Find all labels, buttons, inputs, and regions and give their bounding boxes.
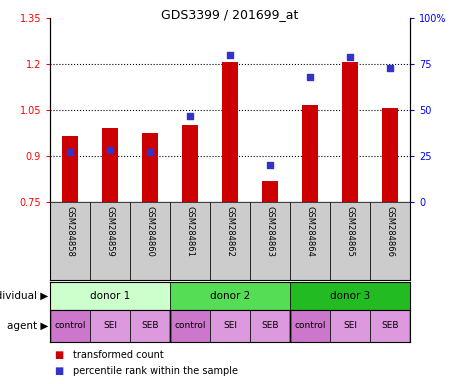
- Bar: [50, 310, 90, 342]
- Bar: [130, 202, 170, 280]
- Text: GSM284861: GSM284861: [185, 206, 194, 257]
- Point: [66, 149, 73, 156]
- Point: [146, 149, 153, 156]
- Text: GSM284864: GSM284864: [305, 206, 314, 257]
- Bar: [170, 310, 210, 342]
- Bar: [329, 310, 369, 342]
- Text: GSM284859: GSM284859: [105, 206, 114, 257]
- Text: ■: ■: [55, 366, 64, 376]
- Bar: [210, 202, 249, 280]
- Bar: [62, 136, 78, 202]
- Text: SEB: SEB: [141, 321, 158, 331]
- Text: SEB: SEB: [261, 321, 278, 331]
- Text: transformed count: transformed count: [73, 350, 163, 360]
- Bar: [90, 310, 130, 342]
- Bar: [170, 282, 289, 310]
- Text: SEI: SEI: [103, 321, 117, 331]
- Bar: [329, 202, 369, 280]
- Bar: [130, 310, 170, 342]
- Bar: [182, 125, 197, 202]
- Text: percentile rank within the sample: percentile rank within the sample: [73, 366, 237, 376]
- Bar: [50, 282, 170, 310]
- Bar: [369, 202, 409, 280]
- Bar: [381, 108, 397, 202]
- Bar: [369, 310, 409, 342]
- Bar: [289, 202, 329, 280]
- Bar: [142, 133, 157, 202]
- Text: GSM284858: GSM284858: [65, 206, 74, 257]
- Bar: [102, 128, 118, 202]
- Bar: [249, 202, 289, 280]
- Text: ■: ■: [55, 350, 64, 360]
- Text: SEI: SEI: [223, 321, 236, 331]
- Point: [186, 113, 193, 119]
- Bar: [302, 105, 317, 202]
- Text: GSM284860: GSM284860: [145, 206, 154, 257]
- Bar: [289, 282, 409, 310]
- Bar: [249, 310, 289, 342]
- Bar: [341, 63, 357, 202]
- Text: donor 2: donor 2: [209, 291, 250, 301]
- Text: GSM284865: GSM284865: [345, 206, 354, 257]
- Text: donor 1: donor 1: [90, 291, 130, 301]
- Point: [226, 52, 233, 58]
- Bar: [50, 202, 90, 280]
- Bar: [210, 310, 249, 342]
- Text: donor 3: donor 3: [329, 291, 369, 301]
- Text: GDS3399 / 201699_at: GDS3399 / 201699_at: [161, 8, 298, 21]
- Point: [386, 65, 393, 71]
- Text: GSM284862: GSM284862: [225, 206, 234, 257]
- Point: [346, 53, 353, 60]
- Text: GSM284866: GSM284866: [385, 206, 394, 257]
- Point: [106, 147, 113, 154]
- Text: control: control: [54, 321, 85, 331]
- Bar: [262, 180, 277, 202]
- Bar: [170, 202, 210, 280]
- Text: control: control: [294, 321, 325, 331]
- Bar: [289, 310, 329, 342]
- Text: SEB: SEB: [381, 321, 398, 331]
- Bar: [222, 63, 237, 202]
- Text: control: control: [174, 321, 205, 331]
- Point: [306, 74, 313, 80]
- Text: individual ▶: individual ▶: [0, 291, 48, 301]
- Text: GSM284863: GSM284863: [265, 206, 274, 257]
- Point: [266, 162, 273, 168]
- Text: SEI: SEI: [342, 321, 356, 331]
- Bar: [90, 202, 130, 280]
- Text: agent ▶: agent ▶: [6, 321, 48, 331]
